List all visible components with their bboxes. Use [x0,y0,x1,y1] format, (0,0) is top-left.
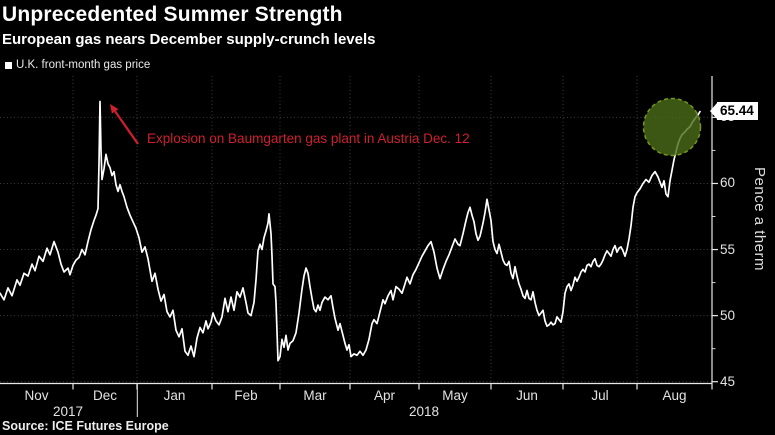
x-tick-label: Jun [516,388,538,403]
x-tick-label: Jul [591,388,609,403]
page-title: Unprecedented Summer Strength [2,3,343,26]
last-price-flag: 65.44 [710,102,758,120]
y-tick-label: 60 [720,175,736,191]
annotation-arrow [110,104,139,145]
x-tick-label: Mar [303,388,327,403]
y-tick-label: 45 [720,373,736,389]
y-axis-title: Pence a therm [751,167,768,272]
highlight-circle [642,97,702,157]
x-tick-label: Apr [373,388,396,403]
chart-axes [0,76,718,417]
legend: U.K. front-month gas price [5,59,150,71]
y-tick-label: 50 [720,307,736,323]
event-annotation-text: Explosion on Baumgarten gas plant in Aus… [147,131,470,146]
legend-label: U.K. front-month gas price [16,59,151,71]
chart-subtitle: European gas nears December supply-crunc… [2,31,376,48]
x-tick-label: Jan [163,388,186,403]
year-label: 2018 [408,404,440,419]
x-tick-label: May [442,388,468,403]
x-tick-label: Feb [234,388,258,403]
x-tick-label: Dec [92,388,118,403]
year-label: 2017 [52,404,84,419]
legend-square-icon [5,61,12,69]
source-credit: Source: ICE Futures Europe [2,419,169,433]
price-line-series [0,100,701,362]
y-tick-label: 55 [720,241,736,257]
x-tick-label: Nov [24,388,49,403]
chart-gridlines [0,76,712,384]
x-tick-label: Aug [662,388,687,403]
